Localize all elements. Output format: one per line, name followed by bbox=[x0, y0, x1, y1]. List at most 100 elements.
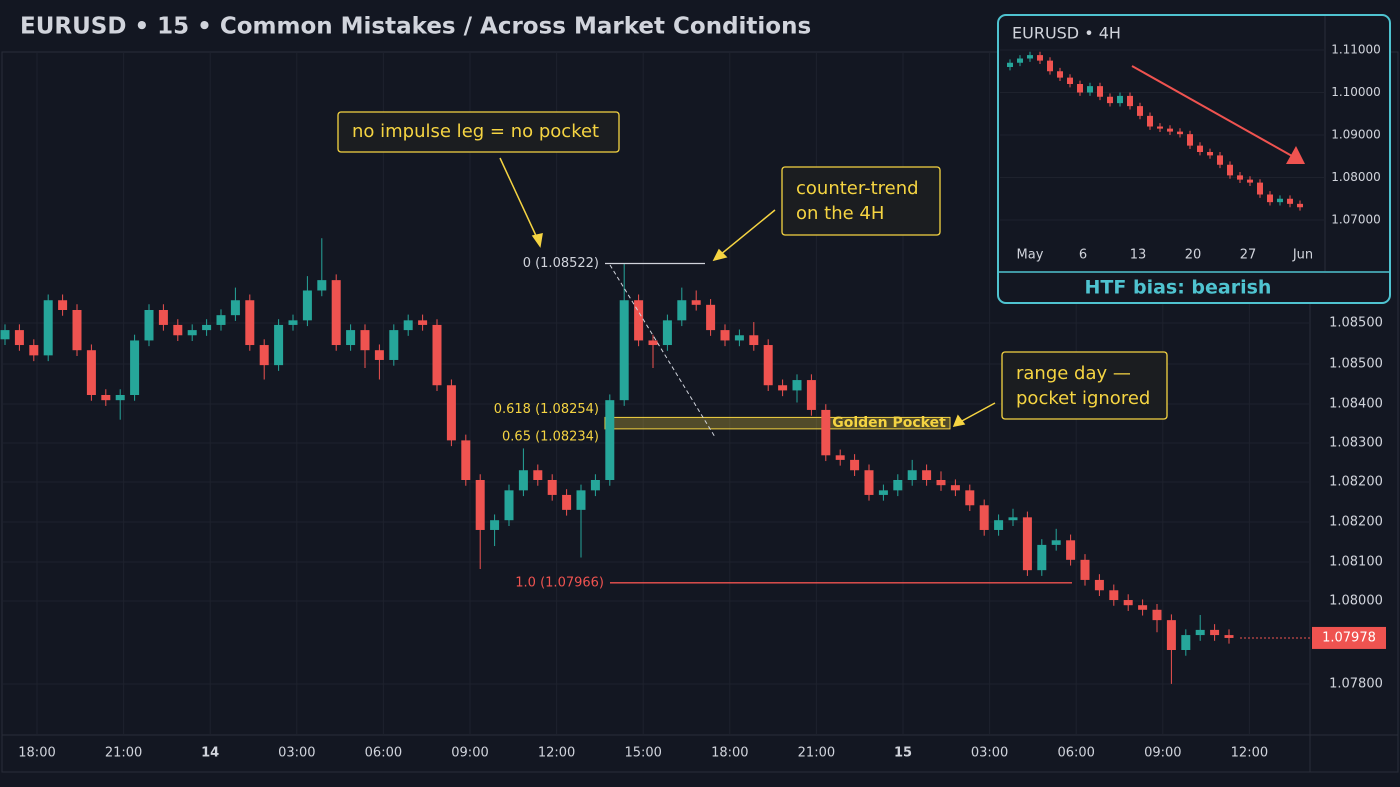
candle-body bbox=[58, 300, 68, 310]
candle-body bbox=[749, 335, 759, 346]
candle-body bbox=[662, 320, 672, 346]
candle-body bbox=[288, 320, 298, 325]
candle-body bbox=[1077, 84, 1083, 93]
x-tick-label: 14 bbox=[201, 746, 219, 761]
candle-body bbox=[1195, 629, 1205, 636]
candle-body bbox=[331, 280, 341, 346]
annotation-box bbox=[781, 166, 941, 236]
candle-body bbox=[1217, 155, 1223, 165]
candle-body bbox=[475, 480, 485, 530]
x-tick-label: 03:00 bbox=[971, 746, 1008, 761]
candle-body bbox=[274, 324, 284, 366]
candle-body bbox=[878, 490, 888, 495]
x-tick-label: 09:00 bbox=[451, 746, 488, 761]
candle-body bbox=[1066, 540, 1076, 560]
annotation-text: no impulse leg = no pocket bbox=[352, 121, 599, 142]
candle-body bbox=[1277, 198, 1283, 203]
candle-body bbox=[29, 345, 39, 356]
candle-body bbox=[374, 350, 384, 360]
candle-body bbox=[1007, 62, 1013, 68]
candle-body bbox=[1037, 55, 1043, 61]
candle-body bbox=[360, 330, 370, 351]
candle-body bbox=[619, 300, 629, 401]
candle-body bbox=[1152, 609, 1162, 621]
candle-body bbox=[0, 330, 10, 340]
candle-body bbox=[461, 440, 471, 480]
candle-body bbox=[14, 330, 24, 346]
inset-caption: HTF bias: bearish bbox=[1085, 277, 1272, 299]
candle-body bbox=[648, 340, 658, 346]
inset-x-tick-label: 6 bbox=[1079, 248, 1087, 263]
fib-label: 1.0 (1.07966) bbox=[515, 575, 604, 590]
annotation-text: range day — bbox=[1016, 363, 1131, 384]
candle-body bbox=[1057, 71, 1063, 78]
annotation-box bbox=[337, 111, 620, 153]
annotation-box bbox=[1001, 351, 1168, 420]
candle-body bbox=[1167, 128, 1173, 132]
candle-body bbox=[1157, 126, 1163, 129]
candle-body bbox=[173, 324, 183, 336]
candle-body bbox=[1067, 77, 1073, 85]
candle-body bbox=[490, 520, 500, 530]
candle-body bbox=[187, 330, 197, 336]
annotation-text: on the 4H bbox=[796, 203, 884, 224]
inset-x-tick-label: Jun bbox=[1292, 248, 1313, 263]
fib-label: 0.65 (1.08234) bbox=[502, 429, 599, 444]
y-tick-label: 1.08200 bbox=[1329, 515, 1383, 530]
candle-body bbox=[230, 300, 240, 316]
candle-body bbox=[1166, 620, 1176, 650]
candle-body bbox=[1247, 179, 1253, 183]
candle-body bbox=[778, 385, 788, 391]
annotation-text: counter-trend bbox=[796, 178, 919, 199]
candle-body bbox=[245, 300, 255, 346]
inset-panel bbox=[997, 14, 1391, 304]
x-tick-label: 15:00 bbox=[624, 746, 661, 761]
candle-body bbox=[706, 304, 716, 331]
inset-y-tick-label: 1.09000 bbox=[1331, 128, 1381, 142]
candle-body bbox=[1047, 60, 1053, 72]
candle-body bbox=[216, 315, 226, 325]
y-tick-label: 1.08300 bbox=[1329, 436, 1383, 451]
last-price-label: 1.07978 bbox=[1322, 630, 1376, 645]
candle-body bbox=[1177, 131, 1183, 135]
zone-label: Golden Pocket bbox=[832, 415, 946, 431]
candle-body bbox=[720, 330, 730, 341]
x-tick-label: 18:00 bbox=[18, 746, 55, 761]
candle-body bbox=[950, 485, 960, 491]
candle-body bbox=[1037, 544, 1047, 571]
x-tick-label: 18:00 bbox=[711, 746, 748, 761]
candle-body bbox=[202, 324, 212, 331]
candle-body bbox=[418, 320, 428, 325]
candle-body bbox=[547, 480, 557, 495]
inset-y-tick-label: 1.07000 bbox=[1331, 212, 1381, 226]
candle-body bbox=[677, 300, 687, 321]
candle-body bbox=[1027, 55, 1033, 59]
inset-x-tick-label: May bbox=[1017, 248, 1044, 263]
candle-body bbox=[562, 494, 572, 510]
candle-body bbox=[1287, 198, 1293, 204]
candle-body bbox=[302, 290, 312, 321]
candle-body bbox=[1138, 605, 1148, 610]
x-tick-label: 06:00 bbox=[365, 746, 402, 761]
candle-body bbox=[518, 470, 528, 491]
candle-body bbox=[115, 395, 125, 401]
candle-body bbox=[576, 490, 586, 510]
y-tick-label: 1.08400 bbox=[1329, 397, 1383, 412]
candle-body bbox=[86, 350, 96, 395]
candle-body bbox=[446, 385, 456, 441]
y-tick-label: 1.08100 bbox=[1329, 555, 1383, 570]
x-tick-label: 09:00 bbox=[1144, 746, 1181, 761]
candle-body bbox=[1197, 145, 1203, 152]
fib-trendline bbox=[609, 264, 716, 438]
y-tick-label: 1.08500 bbox=[1329, 316, 1383, 331]
x-tick-label: 12:00 bbox=[1231, 746, 1268, 761]
candle-body bbox=[835, 455, 845, 460]
candle-body bbox=[101, 395, 111, 401]
candle-body bbox=[1224, 635, 1234, 638]
candle-body bbox=[43, 300, 53, 356]
candle-body bbox=[806, 380, 816, 410]
inset-y-tick-label: 1.10000 bbox=[1331, 85, 1381, 99]
candle-body bbox=[1137, 106, 1143, 116]
